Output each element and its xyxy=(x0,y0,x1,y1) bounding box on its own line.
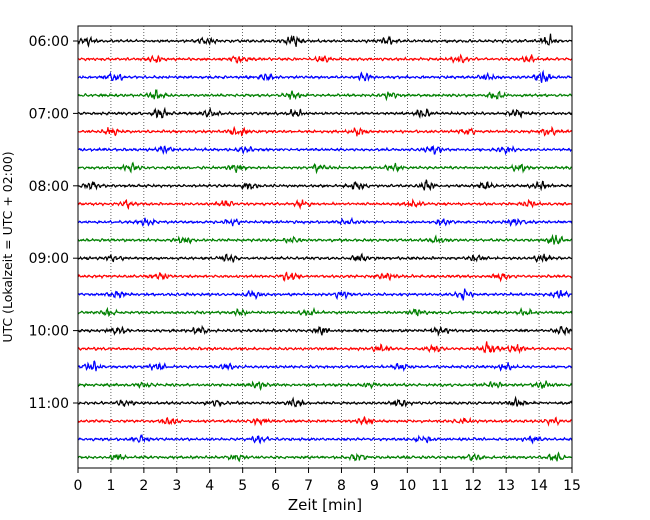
x-tick-label: 14 xyxy=(530,478,548,494)
seismogram-trace xyxy=(77,271,573,283)
x-tick-label: 11 xyxy=(431,478,449,494)
plot-frame xyxy=(77,25,573,469)
seismogram-trace xyxy=(77,89,573,102)
x-tick-label: 2 xyxy=(139,478,148,494)
grid-lines xyxy=(110,26,540,468)
x-tick-label: 9 xyxy=(370,478,379,494)
seismogram-trace xyxy=(77,69,573,83)
x-tick-label: 1 xyxy=(106,478,115,494)
x-tick-label: 8 xyxy=(337,478,346,494)
x-axis-label: Zeit [min] xyxy=(288,496,362,514)
seismogram-trace xyxy=(77,395,573,408)
x-tick-label: 3 xyxy=(172,478,181,494)
x-tick-label: 4 xyxy=(205,478,214,494)
seismogram-trace xyxy=(77,179,573,192)
y-tick-label: 06:00 xyxy=(29,34,69,50)
y-tick-label: 10:00 xyxy=(29,324,69,340)
seismogram-trace xyxy=(77,341,573,355)
seismogram-trace xyxy=(77,415,573,427)
seismogram-trace xyxy=(77,451,573,463)
seismogram-trace xyxy=(77,252,573,264)
x-tick-label: 5 xyxy=(238,478,247,494)
seismogram-trace xyxy=(77,197,572,211)
seismogram-trace xyxy=(77,233,573,245)
seismogram-trace xyxy=(77,125,573,137)
y-axis-label: UTC (Lokalzeit = UTC + 02:00) xyxy=(0,151,15,342)
trace-group xyxy=(77,33,573,463)
seismogram-trace xyxy=(77,216,573,228)
seismogram-trace xyxy=(77,53,573,64)
seismogram-trace xyxy=(77,33,573,48)
seismogram-trace xyxy=(77,144,572,156)
x-tick-label: 6 xyxy=(271,478,280,494)
seismogram-trace xyxy=(77,380,573,391)
y-tick-label: 08:00 xyxy=(29,179,69,195)
seismogram-trace xyxy=(77,288,573,301)
seismogram-trace xyxy=(77,306,573,318)
y-tick-label: 09:00 xyxy=(29,251,69,267)
x-tick-label: 15 xyxy=(563,478,581,494)
y-axis: 06:00 07:00 08:00 09:00 10:00 11:00 xyxy=(29,34,78,412)
seismogram-trace xyxy=(77,324,573,337)
y-tick-label: 11:00 xyxy=(29,396,69,412)
seismogram-trace xyxy=(77,161,573,175)
seismogram-trace xyxy=(77,360,573,373)
seismogram-trace xyxy=(77,433,573,445)
y-tick-label: 07:00 xyxy=(29,106,69,122)
x-tick-label: 10 xyxy=(398,478,416,494)
x-tick-label: 7 xyxy=(304,478,313,494)
seismogram-trace xyxy=(77,106,573,119)
x-tick-label: 12 xyxy=(464,478,482,494)
x-axis: 0 1 2 3 4 5 6 7 8 9 10 11 12 13 14 15 xyxy=(74,468,581,494)
x-tick-label: 13 xyxy=(497,478,515,494)
x-tick-label: 0 xyxy=(74,478,83,494)
